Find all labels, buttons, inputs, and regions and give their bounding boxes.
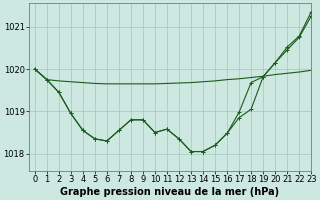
X-axis label: Graphe pression niveau de la mer (hPa): Graphe pression niveau de la mer (hPa) (60, 187, 280, 197)
